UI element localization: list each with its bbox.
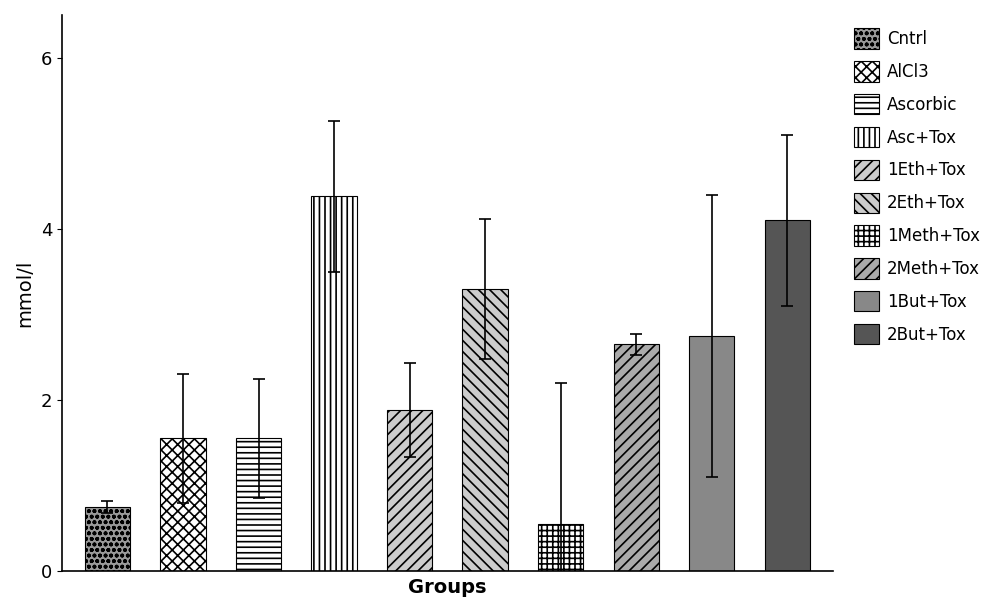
X-axis label: Groups: Groups	[408, 578, 487, 597]
Bar	[160, 438, 206, 571]
Bar	[311, 196, 357, 571]
Bar	[462, 289, 508, 571]
Bar	[85, 507, 130, 571]
Bar	[538, 524, 583, 571]
Bar	[387, 410, 432, 571]
Bar	[765, 220, 810, 571]
Bar	[689, 336, 734, 571]
Bar	[614, 345, 659, 571]
Legend: Cntrl, AlCl3, Ascorbic, Asc+Tox, 1Eth+Tox, 2Eth+Tox, 1Meth+Tox, 2Meth+Tox, 1But+: Cntrl, AlCl3, Ascorbic, Asc+Tox, 1Eth+To…	[849, 23, 985, 349]
Bar	[236, 438, 281, 571]
Y-axis label: mmol/l: mmol/l	[15, 259, 34, 327]
